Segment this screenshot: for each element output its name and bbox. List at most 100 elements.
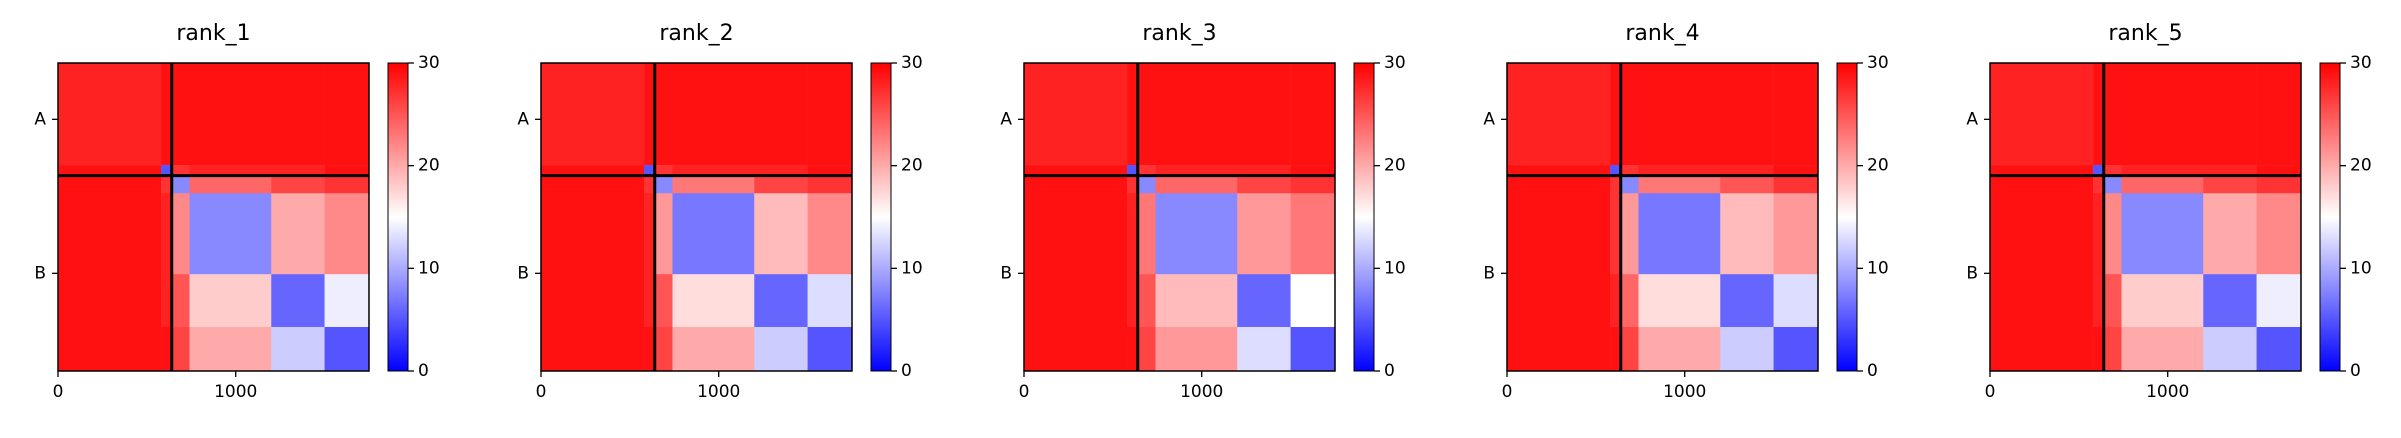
heatmap-cell [1620,63,1639,166]
heatmap-cell [1237,193,1291,275]
heatmap-cell [754,175,808,194]
heatmap-cell [2093,175,2105,194]
heatmap-cell [1024,327,1128,372]
heatmap-cell [672,274,755,328]
heatmap-cell [2093,274,2105,328]
heatmap-cell [1290,165,1336,176]
heatmap-cell [1507,175,1611,194]
heatmap-cell [1620,327,1639,372]
heatmap-cell [644,175,656,194]
heatmap-cell [754,327,808,372]
panel: rank_1 0 1000 A B 0 10 20 30 [34,21,439,402]
heatmap-cell [2203,165,2257,176]
heatmap-cell [1773,165,1819,176]
heatmap-cell [1620,165,1639,176]
heatmap-cell [541,327,645,372]
heatmap-cell [189,63,272,166]
heatmap-cell [1290,193,1336,275]
heatmap-cell [161,193,173,275]
heatmap-cell [2121,274,2204,328]
heatmap-cell [644,63,656,166]
heatmap-cell [654,175,673,194]
heatmap-cell [2121,175,2204,194]
heatmap-cell [2203,193,2257,275]
heatmap-cell [1237,165,1291,176]
heatmap-cell [1137,327,1156,372]
heatmap-cell [807,165,853,176]
heatmap-cell [541,274,645,328]
heatmap-cell [1237,175,1291,194]
colorbar [1836,62,1858,372]
heatmap-cell [1638,327,1721,372]
y-tick-label: A [1966,109,1978,129]
heatmap-cell [1137,274,1156,328]
colorbar [387,62,409,372]
heatmap-cell [1507,327,1611,372]
colorbar-tick-label: 10 [1867,258,1889,278]
heatmap-cell [1720,63,1774,166]
heatmap-cell [1610,327,1622,372]
heatmap-cell [1638,274,1721,328]
heatmap-cell [1155,63,1238,166]
heatmap-cell [1990,193,2094,275]
heatmap-cell [1990,327,2094,372]
heatmap-cell [1290,274,1336,328]
heatmap-cell [271,274,325,328]
y-tick-label: B [1483,263,1495,283]
heatmap-cell [1155,327,1238,372]
colorbar-tick-label: 0 [901,361,912,381]
panel-title: rank_5 [2108,21,2182,46]
heatmap-cell [654,63,673,166]
heatmap-cell [654,327,673,372]
colorbar-tick-label: 20 [901,156,923,176]
heatmap-cell [2093,63,2105,166]
heatmap-cell [541,175,645,194]
heatmap-cell [2103,63,2122,166]
heatmap-cell [654,193,673,275]
heatmap-cell [672,165,755,176]
heatmap-cell [1638,165,1721,176]
heatmap-cell [324,193,370,275]
colorbar [1353,62,1375,372]
heatmap-cell [324,327,370,372]
panel-title: rank_4 [1625,21,1699,46]
y-tick-label: A [34,109,46,129]
heatmap-cell [1720,165,1774,176]
colorbar-tick-label: 30 [901,53,923,73]
heatmap-cell [1773,327,1819,372]
colorbar-tick-label: 20 [1384,156,1406,176]
heatmap-cell [1990,63,2094,166]
heatmap-cell [1237,63,1291,166]
heatmap-cell [2103,165,2122,176]
heatmap-cell [2093,327,2105,372]
heatmap-cell [1237,327,1291,372]
heatmap-cell [1024,193,1128,275]
heatmap-cell [754,193,808,275]
heatmap-cell [1990,175,2094,194]
heatmap-cell [2203,327,2257,372]
heatmap-cell [171,165,190,176]
heatmap-cell [58,175,162,194]
heatmap-cell [2256,165,2302,176]
colorbar [2319,62,2341,372]
panel: rank_4 0 1000 A B 0 10 20 30 [1483,21,1888,402]
heatmap-cell [1155,165,1238,176]
heatmap-cell [1155,274,1238,328]
x-tick-label: 1000 [2146,382,2189,402]
y-tick-label: B [1966,263,1978,283]
y-tick-label: A [1483,109,1495,129]
heatmap-cell [271,165,325,176]
heatmap-cell [541,193,645,275]
heatmap-cell [754,274,808,328]
heatmap-cell [541,63,645,166]
heatmap-cell [58,193,162,275]
heatmap-cell [2103,327,2122,372]
colorbar [870,62,892,372]
heatmap-cell [324,274,370,328]
heatmap-cell [161,165,173,176]
x-tick-label: 1000 [214,382,257,402]
panel: rank_5 0 1000 A B 0 10 20 30 [1966,21,2371,402]
heatmap-cell [1507,63,1611,166]
heatmap-cell [2121,327,2204,372]
colorbar-tick-label: 10 [418,258,440,278]
